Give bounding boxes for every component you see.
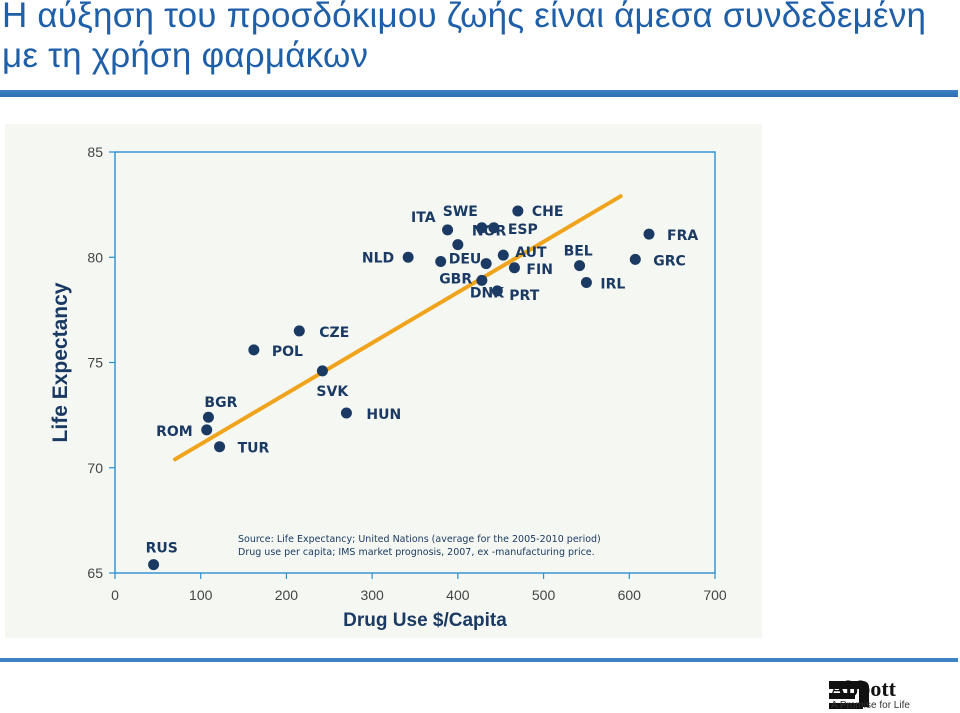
point-label-svk: SVK bbox=[316, 384, 349, 400]
y-tick-label: 70 bbox=[87, 460, 103, 476]
data-point-bel bbox=[574, 260, 586, 272]
x-tick-label: 300 bbox=[360, 587, 384, 603]
x-tick-label: 600 bbox=[618, 587, 642, 603]
point-label-swe: SWE bbox=[443, 204, 478, 220]
y-tick-label: 80 bbox=[87, 249, 103, 265]
source-note-line: Drug use per capita; IMS market prognosi… bbox=[238, 547, 595, 558]
logo-tagline: A Promise for Life bbox=[831, 700, 910, 711]
point-label-pol: POL bbox=[272, 344, 303, 360]
data-point-gbr bbox=[480, 258, 492, 270]
title-divider bbox=[0, 90, 958, 97]
data-point-bgr bbox=[202, 411, 214, 423]
point-label-fin: FIN bbox=[526, 262, 553, 278]
y-tick-label: 75 bbox=[87, 355, 103, 371]
data-point-che bbox=[512, 205, 524, 217]
point-label-prt: PRT bbox=[509, 288, 539, 304]
data-point-tur bbox=[214, 441, 226, 453]
data-point-swe bbox=[476, 222, 488, 234]
data-point-aut bbox=[497, 249, 509, 261]
point-label-aut: AUT bbox=[515, 245, 547, 261]
x-tick-label: 0 bbox=[111, 587, 119, 603]
data-point-rus bbox=[148, 559, 160, 571]
data-point-prt bbox=[491, 285, 503, 297]
x-axis-label: Drug Use $/Capita bbox=[343, 610, 507, 631]
data-point-svk bbox=[316, 365, 328, 377]
data-point-nor bbox=[452, 239, 464, 251]
point-label-gbr: GBR bbox=[439, 272, 472, 288]
x-tick-label: 200 bbox=[275, 587, 299, 603]
scatter-chart: 65 70 75 80 85 0 100 200 300 400 500 600 700 Drug Use… bbox=[49, 144, 727, 631]
point-label-fra: FRA bbox=[667, 228, 698, 244]
point-label-irl: IRL bbox=[600, 277, 625, 293]
data-point-nld bbox=[402, 251, 414, 263]
data-point-esp bbox=[488, 222, 500, 234]
trend-line bbox=[173, 194, 623, 462]
abbott-logo-icon bbox=[829, 681, 869, 709]
data-point-deu bbox=[435, 255, 447, 267]
point-label-deu: DEU bbox=[449, 251, 482, 267]
source-note-line: Source: Life Expectancy; United Nations … bbox=[238, 534, 601, 545]
point-label-rus: RUS bbox=[146, 541, 178, 557]
data-point-irl bbox=[580, 277, 592, 289]
data-point-fra bbox=[643, 228, 655, 240]
footer-divider bbox=[0, 658, 958, 662]
point-label-nld: NLD bbox=[362, 250, 394, 266]
data-point-rom bbox=[201, 424, 213, 436]
point-label-cze: CZE bbox=[319, 325, 349, 341]
data-point-cze bbox=[293, 325, 305, 337]
y-axis-label: Life Expectancy bbox=[49, 282, 72, 442]
y-tick-label: 85 bbox=[87, 144, 103, 160]
data-point-dnk bbox=[476, 274, 488, 286]
point-label-tur: TUR bbox=[238, 441, 270, 457]
point-label-grc: GRC bbox=[653, 253, 686, 269]
point-label-hun: HUN bbox=[366, 407, 401, 423]
logo-name: Abbott bbox=[830, 676, 897, 701]
point-label-che: CHE bbox=[532, 204, 564, 220]
point-label-ita: ITA bbox=[411, 210, 436, 226]
data-point-ita bbox=[442, 224, 454, 236]
data-point-hun bbox=[340, 407, 352, 419]
x-tick-label: 400 bbox=[446, 587, 470, 603]
data-point-grc bbox=[629, 253, 641, 265]
point-label-rom: ROM bbox=[156, 424, 193, 440]
x-tick-label: 700 bbox=[703, 587, 727, 603]
y-tick-label: 65 bbox=[87, 565, 103, 581]
point-label-esp: ESP bbox=[508, 222, 538, 238]
point-label-bel: BEL bbox=[564, 244, 593, 260]
data-point-fin bbox=[508, 262, 520, 274]
chart-panel: 65 70 75 80 85 0 100 200 300 400 500 600 700 Drug Use… bbox=[5, 124, 762, 638]
point-label-bgr: BGR bbox=[204, 395, 237, 411]
x-tick-label: 500 bbox=[532, 587, 556, 603]
slide-title: Η αύξηση του προσδόκιμου ζωής είναι άμεσ… bbox=[2, 0, 927, 75]
data-point-pol bbox=[248, 344, 260, 356]
x-tick-label: 100 bbox=[189, 587, 213, 603]
